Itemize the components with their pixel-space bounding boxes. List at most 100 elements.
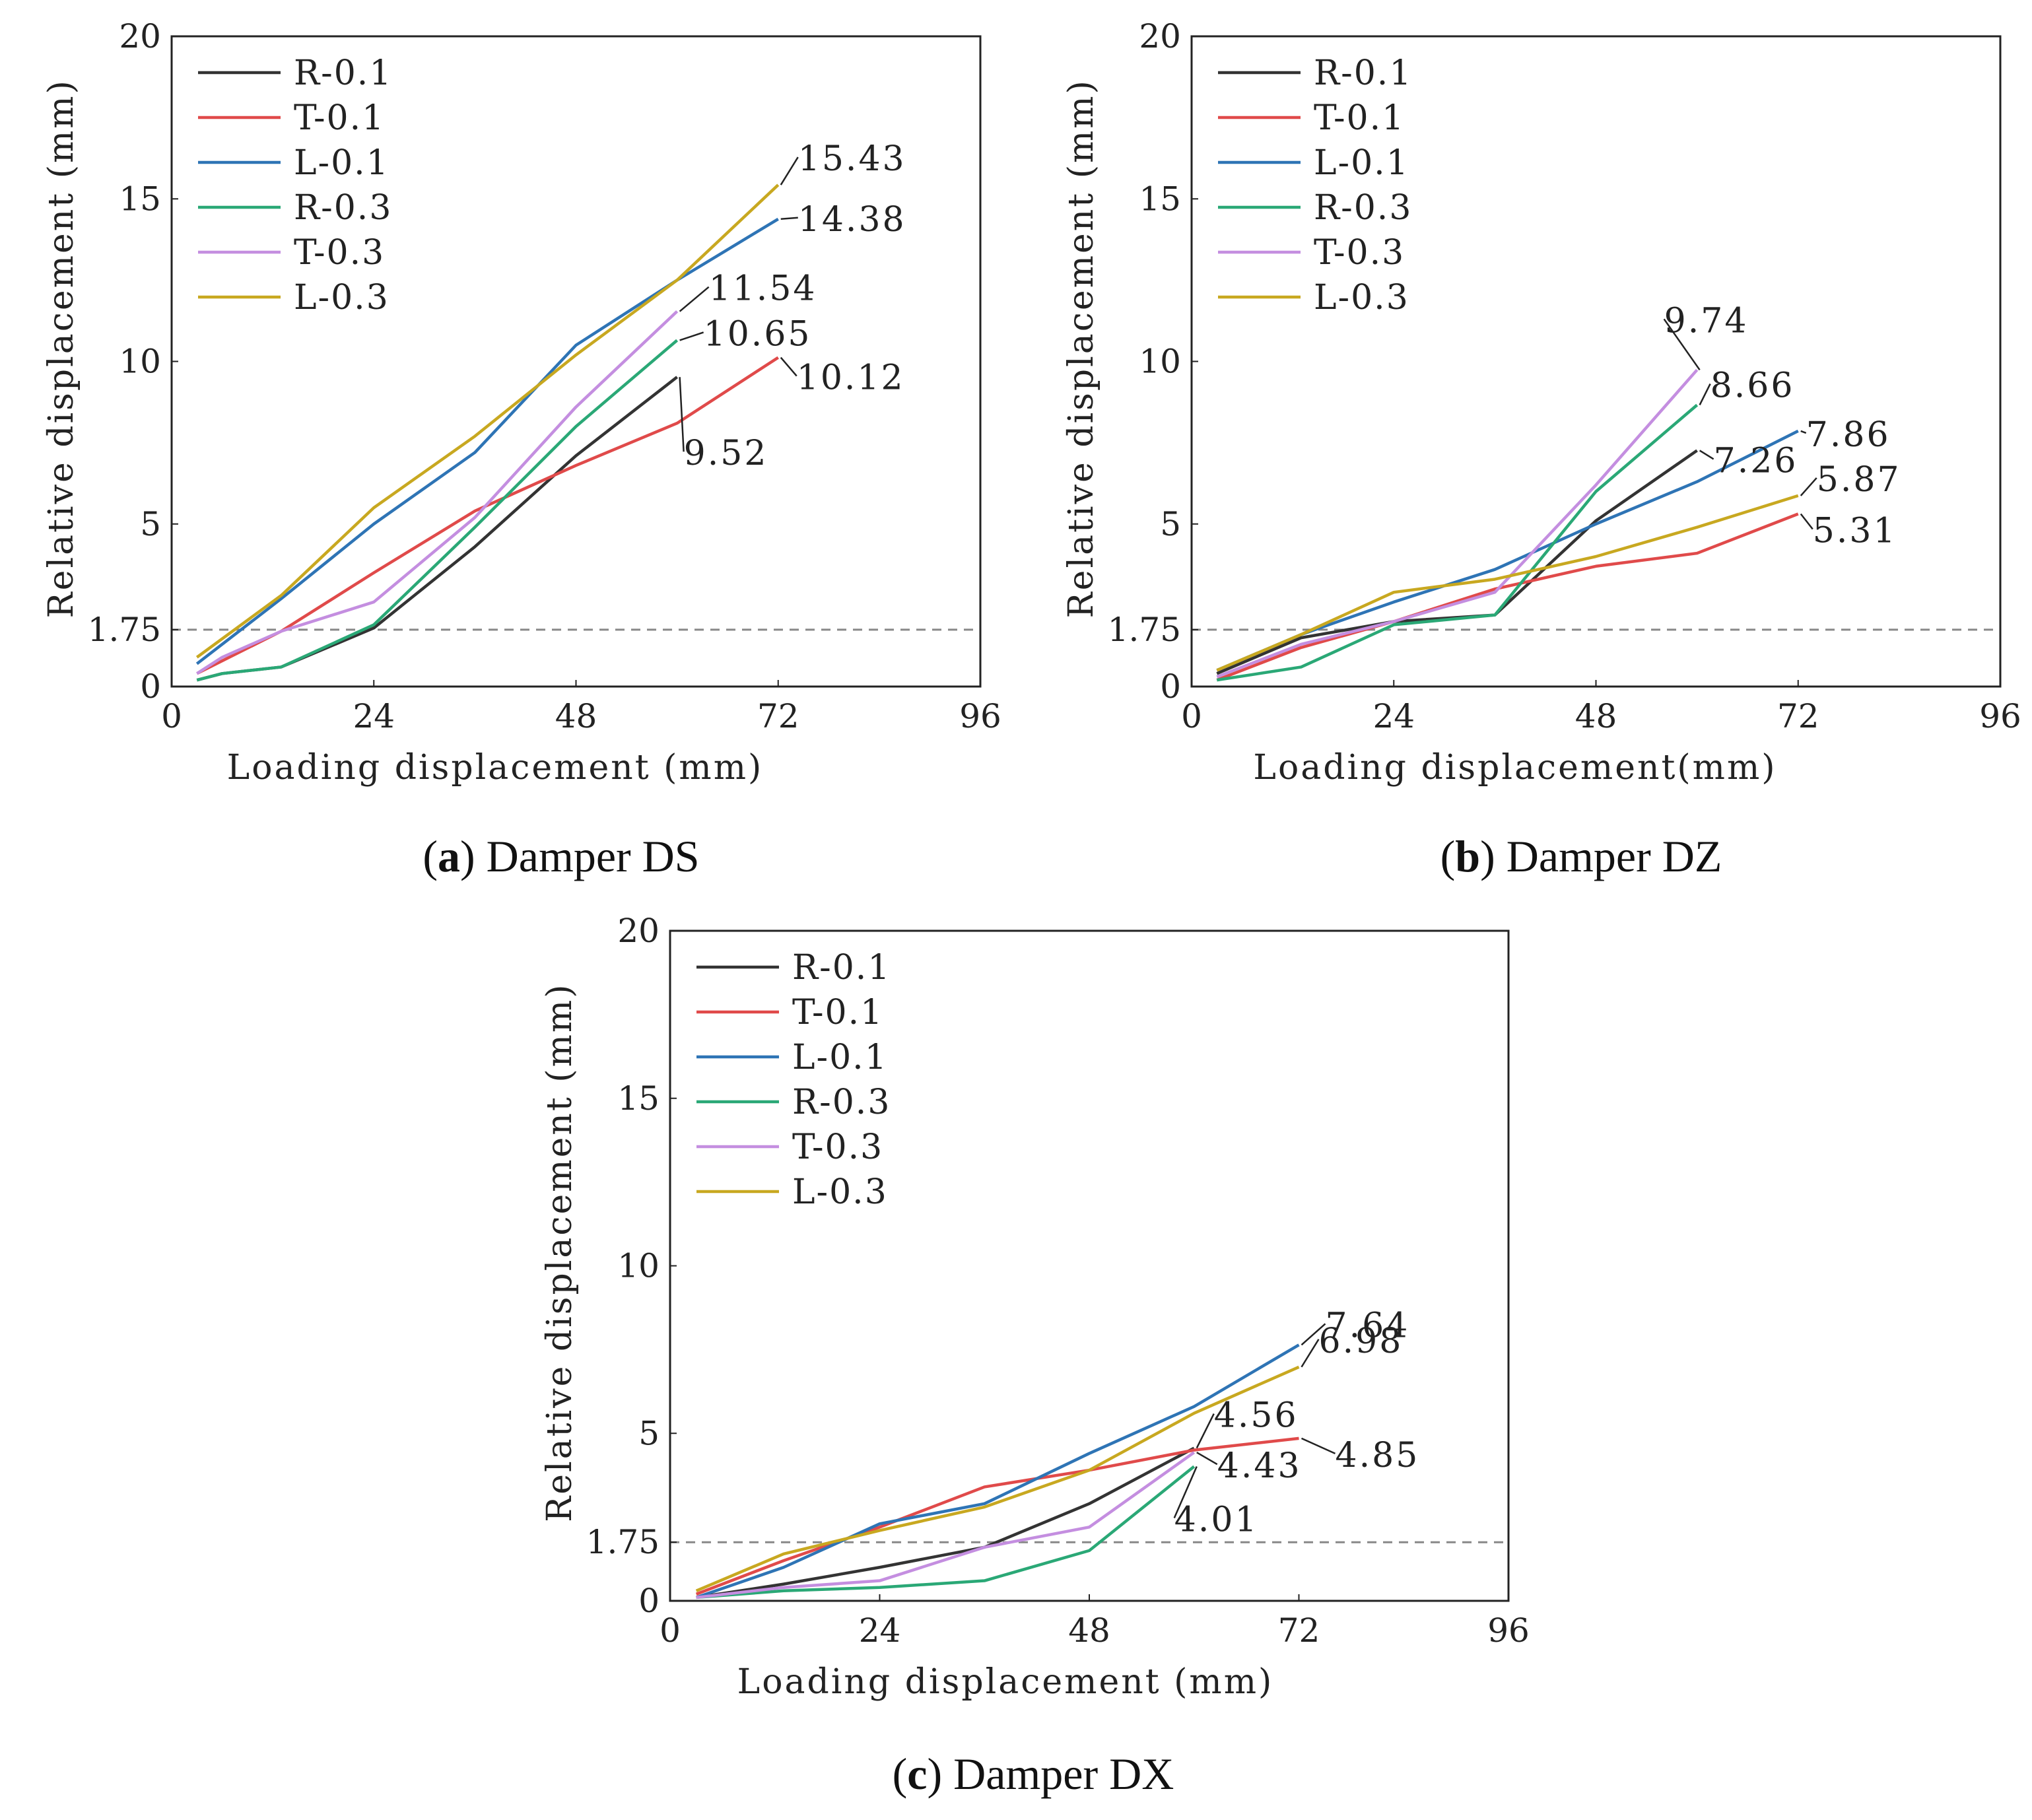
annotation-label: 5.87 [1817, 460, 1901, 500]
x-tick-label: 24 [1372, 697, 1415, 735]
annotation-label: 10.12 [797, 358, 905, 398]
panel-caption: (c) Damper DX [893, 1749, 1174, 1799]
y-tick-label: 1.75 [586, 1523, 660, 1561]
x-axis-label: Loading displacement (mm) [227, 748, 764, 788]
series-line-T-0.3 [196, 310, 679, 675]
legend-label: R-0.1 [792, 948, 891, 988]
y-tick-label: 20 [1139, 17, 1181, 55]
caption-text: ) Damper DZ [1480, 831, 1722, 881]
y-tick-label: 10 [1139, 343, 1181, 381]
legend-label: L-0.1 [1314, 143, 1409, 183]
annotation-label: 9.74 [1664, 301, 1749, 341]
annotation-leader [1663, 318, 1701, 371]
series-line-R-0.1 [1216, 449, 1698, 675]
annotation-leader [1301, 1437, 1336, 1455]
y-tick-label: 5 [1160, 505, 1181, 543]
legend-label: T-0.1 [792, 993, 883, 1032]
y-tick-label: 1.75 [1108, 611, 1181, 649]
series-line-L-0.3 [1216, 494, 1799, 672]
legend-label: R-0.1 [1314, 53, 1412, 93]
annotation-leader [1800, 513, 1813, 530]
panel-caption: (a) Damper DS [423, 831, 699, 881]
x-tick-label: 0 [660, 1611, 681, 1650]
x-axis-label: Loading displacement(mm) [1253, 748, 1777, 788]
y-tick-label: 0 [638, 1582, 660, 1620]
annotation-leader [1301, 1339, 1320, 1368]
caption-letter: c [907, 1749, 927, 1799]
legend-label: L-0.3 [294, 278, 389, 318]
annotation-label: 11.54 [709, 269, 817, 309]
panel-caption: (b) Damper DZ [1440, 831, 1722, 881]
annotation-label: 4.01 [1174, 1500, 1259, 1539]
chart-panel-b: 0 1.75 5 10 15 20 0 24 48 72 96 Loading displacemen… [1062, 17, 2021, 881]
annotation-leader [780, 156, 799, 185]
series-line-R-0.1 [196, 376, 679, 682]
x-tick-label: 72 [1777, 697, 1819, 735]
y-axis-label: Relative displacement (mm) [1062, 79, 1101, 618]
series-line-L-0.3 [195, 184, 780, 659]
annotation-label: 4.56 [1214, 1396, 1299, 1436]
series-line-T-0.1 [1216, 512, 1799, 682]
annotation-leader [1301, 1323, 1326, 1346]
x-tick-label: 24 [353, 697, 395, 735]
x-tick-label: 72 [1278, 1611, 1320, 1650]
plot-frame [1190, 35, 2002, 688]
chart-panel-c: 0 1.75 5 10 15 20 0 24 48 72 96 Loading displacemen… [540, 912, 1530, 1799]
annotation-label: 4.43 [1217, 1446, 1302, 1486]
annotation-label: 14.38 [798, 200, 906, 240]
y-tick-label: 15 [119, 180, 161, 218]
caption-letter: b [1455, 831, 1480, 881]
annotation-leader [1699, 450, 1714, 460]
caption-paren: ( [1440, 831, 1456, 881]
series-line-T-0.1 [695, 1436, 1299, 1596]
x-tick-label: 96 [959, 697, 1001, 735]
x-tick-label: 24 [859, 1611, 901, 1650]
annotation-label: 7.86 [1806, 415, 1891, 455]
y-tick-label: 15 [617, 1079, 660, 1118]
legend-label: T-0.3 [792, 1128, 883, 1167]
annotation-label: 15.43 [798, 139, 906, 179]
chart-panel-a: 0 1.75 5 10 15 20 0 24 48 72 96 Loading displacemen… [42, 17, 1001, 881]
series-line-L-0.3 [695, 1365, 1300, 1592]
series-line-T-0.3 [1216, 368, 1699, 679]
x-tick-label: 0 [161, 697, 182, 735]
y-axis-label: Relative displacement (mm) [540, 983, 580, 1522]
legend-label: R-0.1 [294, 53, 392, 93]
x-axis-label: Loading displacement (mm) [737, 1662, 1274, 1702]
annotation-leader [780, 356, 797, 377]
annotation-leader [679, 286, 710, 312]
legend-label: L-0.1 [294, 143, 389, 183]
x-tick-label: 96 [1487, 1611, 1530, 1650]
annotation-leader [1800, 430, 1807, 434]
y-tick-label: 10 [617, 1247, 660, 1285]
caption-text: ) Damper DS [460, 831, 700, 881]
legend-label: L-0.3 [1314, 278, 1409, 318]
annotation-leader [1196, 1452, 1218, 1466]
annotation-leader [780, 217, 798, 220]
annotation-label: 6.98 [1319, 1322, 1404, 1361]
annotation-leader [679, 377, 685, 452]
annotation-label: 8.66 [1710, 366, 1795, 405]
annotation-leader [1173, 1466, 1198, 1518]
legend-label: T-0.3 [294, 233, 385, 273]
y-tick-label: 5 [638, 1414, 660, 1452]
annotation-label: 10.65 [704, 314, 812, 354]
y-tick-label: 20 [617, 912, 660, 950]
x-tick-label: 0 [1181, 697, 1202, 735]
y-tick-label: 15 [1139, 180, 1181, 218]
x-tick-label: 72 [757, 697, 799, 735]
y-tick-label: 1.75 [88, 611, 161, 649]
series-line-R-0.3 [1216, 403, 1699, 682]
annotation-label: 4.85 [1336, 1436, 1420, 1475]
series-line-T-0.3 [696, 1451, 1196, 1600]
annotation-label: 7.26 [1714, 441, 1798, 481]
legend-label: R-0.3 [294, 188, 392, 228]
annotation-label: 9.52 [684, 434, 768, 473]
x-tick-label: 48 [1068, 1611, 1110, 1650]
legend-label: T-0.1 [1314, 98, 1405, 138]
caption-paren: ( [893, 1749, 908, 1799]
legend-label: L-0.3 [792, 1172, 888, 1212]
legend-label: T-0.3 [1314, 233, 1405, 273]
legend-label: L-0.1 [792, 1038, 888, 1077]
